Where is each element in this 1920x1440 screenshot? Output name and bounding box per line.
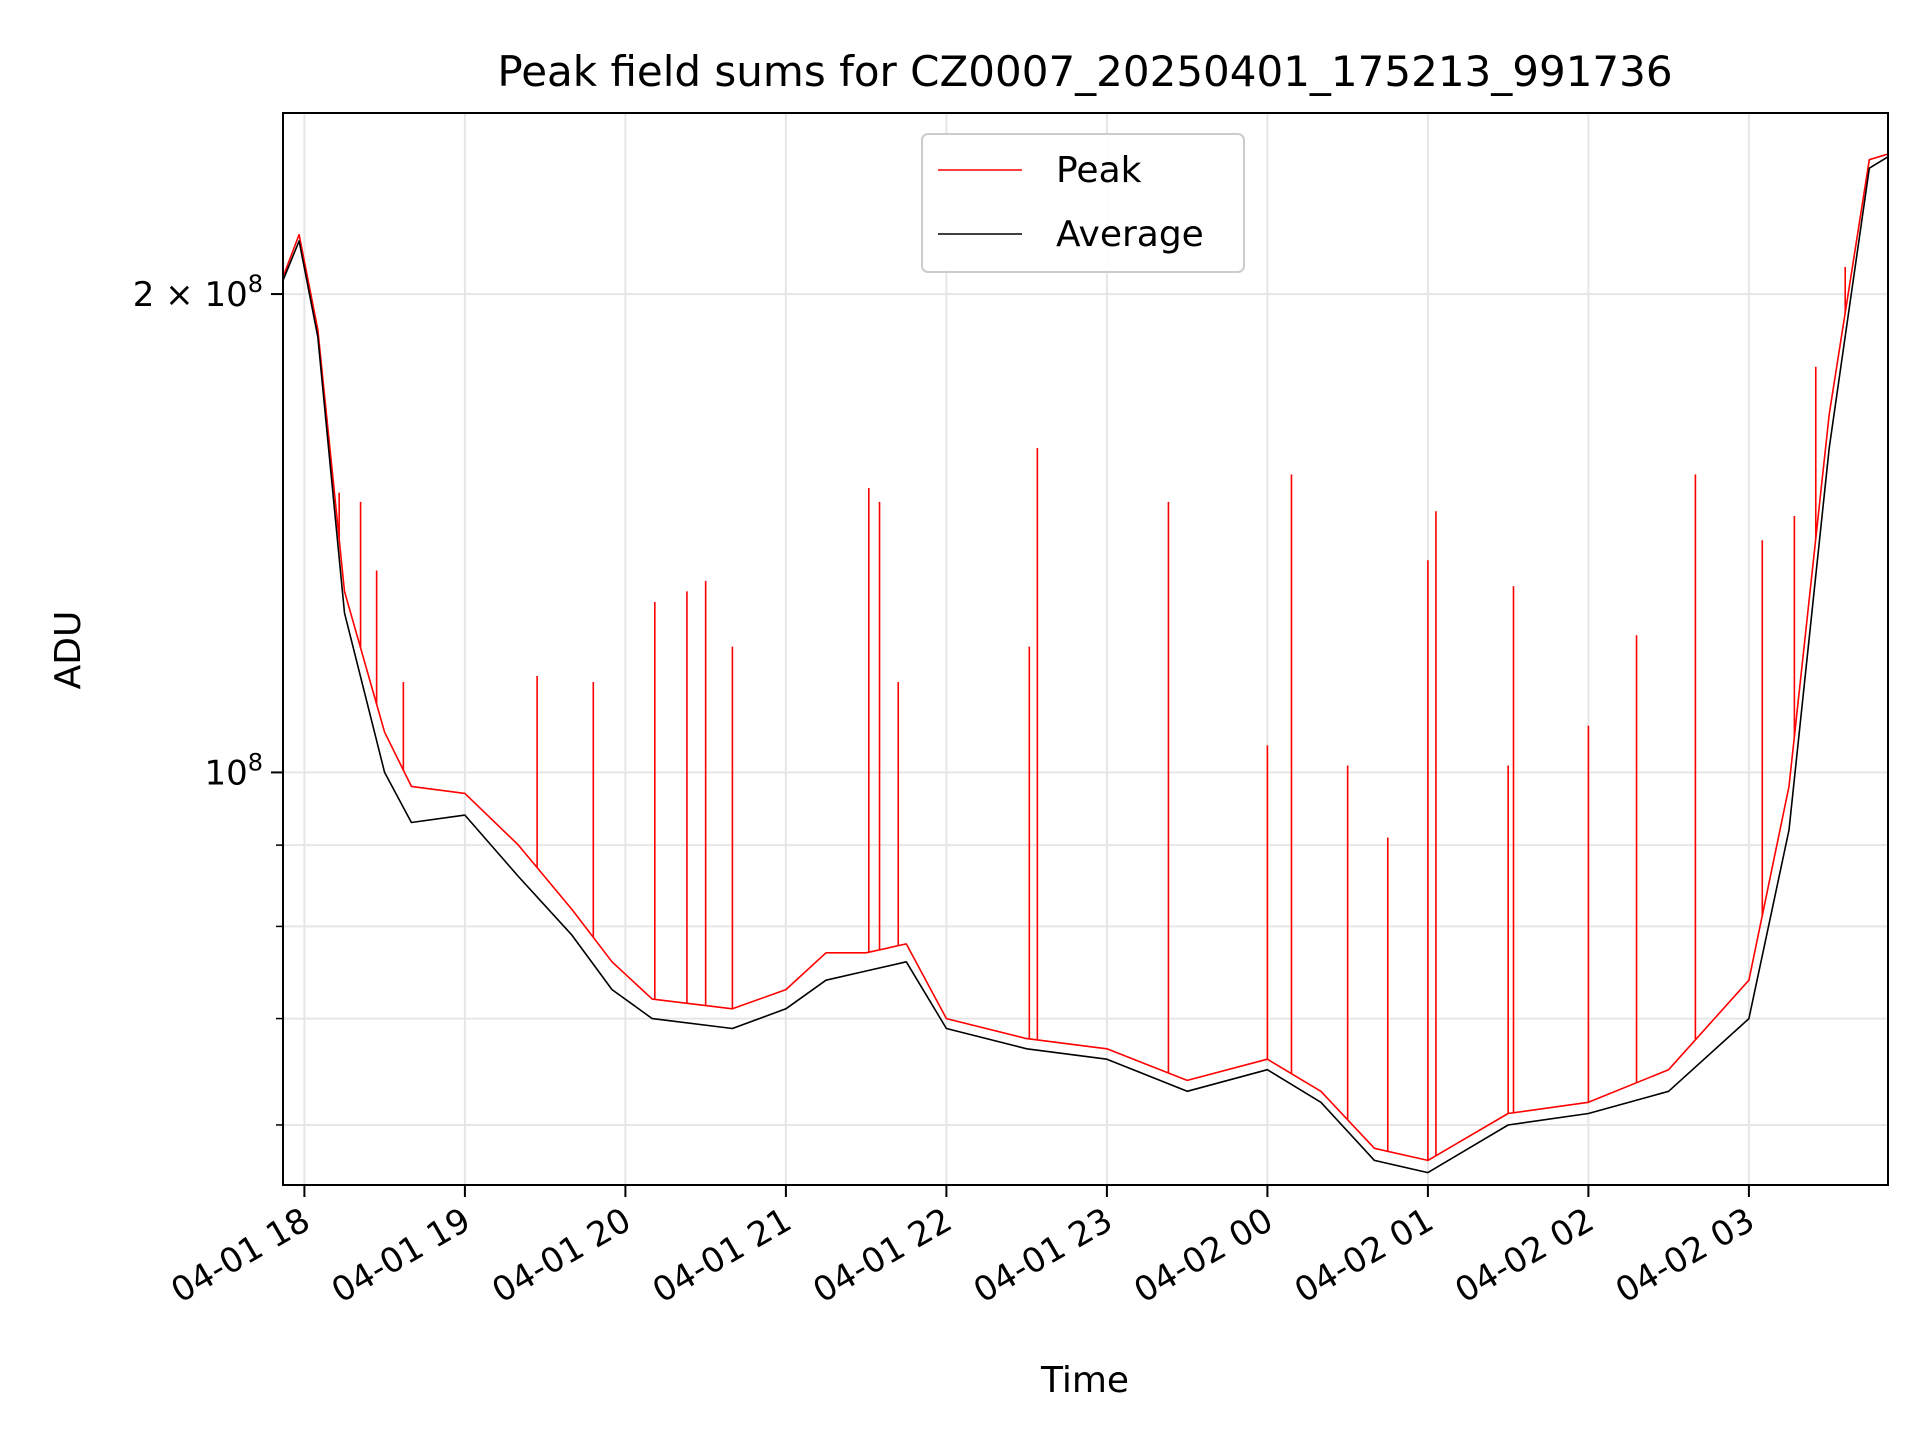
y-axis-label: ADU [48, 611, 89, 690]
y-tick-label: 2 × 108 [133, 270, 263, 315]
plot-frame [282, 112, 1889, 1186]
legend-box [921, 133, 1245, 273]
x-axis-label: Time [1040, 1360, 1129, 1401]
series-average-line [283, 156, 1888, 1174]
plot-area [283, 153, 1888, 1174]
legend: Peak Average [921, 133, 1245, 273]
legend-label-peak: Peak [1056, 150, 1142, 191]
gridlines [283, 113, 1888, 1185]
legend-label-average: Average [1056, 214, 1204, 255]
chart-title: Peak field sums for CZ0007_20250401_1752… [497, 47, 1672, 96]
series-peak-line [283, 153, 1888, 1162]
y-tick-label: 108 [204, 748, 263, 793]
